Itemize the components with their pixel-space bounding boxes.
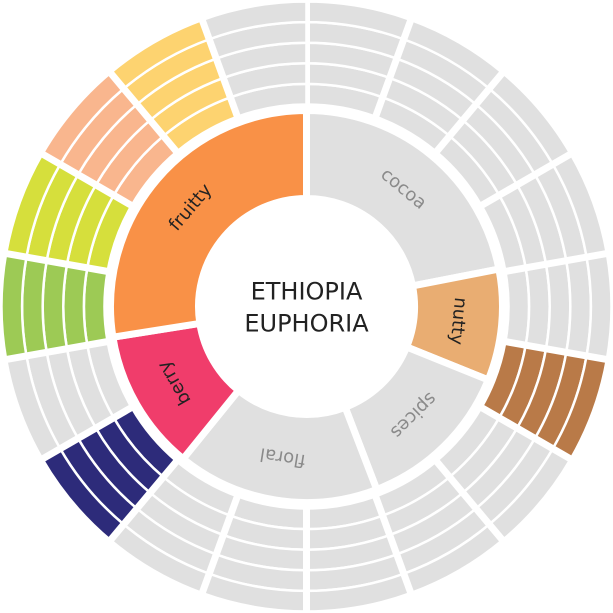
outer-segment [305, 494, 413, 613]
segment-gap [370, 14, 416, 122]
band [585, 252, 613, 361]
segment-gap [105, 67, 182, 158]
band [0, 252, 28, 361]
outer-segment [108, 459, 240, 595]
band [20, 255, 49, 358]
segment-gap [105, 455, 182, 546]
segment-gap [500, 249, 612, 276]
inner-segment [303, 106, 504, 290]
band [524, 262, 551, 351]
outer-segment [40, 71, 179, 208]
inner-segment [107, 106, 310, 342]
center-title: ETHIOPIA [251, 278, 363, 306]
band [564, 255, 593, 358]
segment-gap [500, 337, 612, 364]
segment-gap [431, 67, 508, 158]
band [82, 266, 110, 347]
segment-gap [197, 491, 243, 599]
outer-segment [479, 340, 609, 461]
segment-gap [197, 14, 243, 122]
outer-segment [373, 18, 505, 154]
segment-gap [1, 249, 113, 276]
outer-segment [200, 0, 308, 119]
band [503, 266, 531, 347]
segment-gap [37, 402, 137, 465]
center-title: EUPHORIA [244, 310, 369, 338]
outer-segment [108, 18, 240, 154]
outer-segment [200, 494, 308, 613]
outer-segment [479, 152, 609, 273]
segment-gap [476, 148, 576, 211]
segment-label: nutty [446, 296, 471, 346]
outer-segment [434, 71, 573, 208]
band [200, 0, 308, 41]
segment-gap [370, 491, 416, 599]
band [62, 262, 89, 351]
segment-gap [431, 455, 508, 546]
segment-gap [476, 402, 576, 465]
band [544, 259, 572, 354]
band [41, 259, 69, 354]
outer-segment [434, 405, 573, 542]
outer-segment [4, 152, 134, 273]
outer-segment [373, 459, 505, 595]
segment-gap [37, 148, 137, 211]
outer-segment [0, 252, 110, 361]
segment-gap [1, 337, 113, 364]
